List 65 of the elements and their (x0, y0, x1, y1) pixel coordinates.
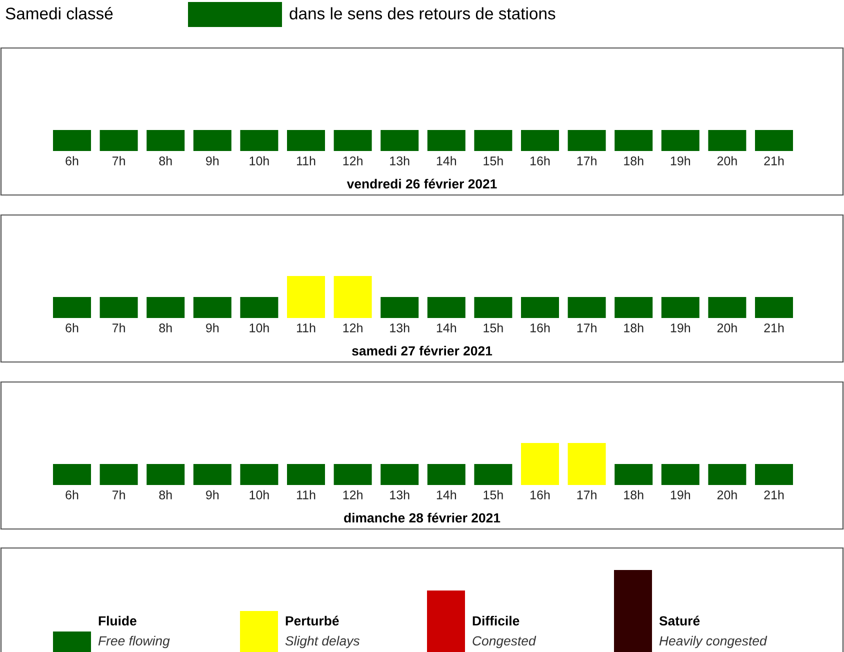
x-tick-label: 21h (764, 490, 784, 500)
x-tick-label: 12h (343, 323, 362, 332)
x-tick-label: 20h (717, 323, 737, 332)
x-tick-label: Difficile (472, 616, 520, 626)
annotation: Slight delays (285, 636, 360, 648)
x-tick-label: 18h (624, 323, 644, 332)
x-tick-label: 19h (670, 490, 690, 500)
x-tick-label: 9h (206, 156, 219, 166)
x-tick-label: 7h (112, 156, 125, 166)
x-tick-label: 20h (717, 490, 737, 500)
x-tick-label: 6h (66, 490, 78, 500)
x-tick-label: 14h (436, 156, 456, 166)
x-tick-label: 9h (206, 490, 219, 500)
x-tick-label: 17h (577, 156, 596, 166)
x-tick-label: 13h (390, 156, 410, 166)
x-tick-label: 6h (66, 156, 78, 166)
x-tick-label: 15h (484, 490, 503, 500)
x-tick-label: 12h (343, 490, 362, 500)
x-tick-label: 18h (624, 156, 644, 166)
x-tick-label: Perturbé (286, 616, 339, 626)
x-tick-label: 20h (717, 156, 737, 166)
x-tick-label: 8h (159, 490, 172, 500)
x-tick-label: 17h (577, 323, 596, 332)
x-tick-label: 11h (296, 156, 316, 166)
annotation: Heavily congested (659, 636, 768, 648)
x-tick-label: 13h (390, 490, 410, 500)
x-tick-label: 10h (250, 156, 269, 166)
x-tick-label: 11h (296, 490, 316, 500)
x-tick-label: 21h (764, 156, 784, 166)
x-axis-title: dimanche 28 février 2021 (344, 512, 500, 523)
annotation: Free flowing (98, 636, 170, 648)
chart-subtitle: dans le sens des retours de stations (290, 7, 556, 20)
x-tick-label: 10h (250, 490, 269, 500)
annotation: Congested (472, 636, 536, 648)
x-tick-label: 7h (112, 490, 125, 500)
x-tick-label: 15h (484, 323, 503, 332)
x-tick-label: 9h (206, 323, 219, 332)
x-tick-label: 14h (436, 323, 456, 332)
x-tick-label: 6h (66, 323, 78, 332)
x-tick-label: 18h (624, 490, 644, 500)
bar (53, 632, 91, 652)
x-tick-label: 10h (250, 323, 269, 332)
bar (614, 570, 652, 652)
x-tick-label: 15h (484, 156, 503, 166)
chart-title: Samedi classé (6, 7, 113, 20)
x-tick-label: 11h (296, 323, 316, 332)
x-tick-label: Fluide (98, 616, 136, 626)
x-tick-label: 14h (436, 490, 456, 500)
bar (240, 611, 278, 652)
x-tick-label: 16h (530, 490, 550, 500)
bar (427, 590, 465, 652)
x-tick-label: 21h (764, 323, 784, 332)
x-tick-label: Saturé (659, 616, 700, 626)
x-tick-label: 19h (670, 323, 690, 332)
x-tick-label: 13h (390, 323, 410, 332)
x-axis-title: samedi 27 février 2021 (352, 346, 492, 356)
x-tick-label: 12h (343, 156, 362, 166)
x-tick-label: 8h (159, 156, 172, 166)
x-tick-label: 7h (112, 323, 125, 332)
x-tick-label: 17h (577, 490, 596, 500)
x-tick-label: 19h (670, 156, 690, 166)
x-tick-label: 8h (159, 323, 172, 332)
x-tick-label: 16h (530, 156, 550, 166)
x-tick-label: 16h (530, 323, 550, 332)
x-axis-title: vendredi 26 février 2021 (346, 178, 497, 189)
